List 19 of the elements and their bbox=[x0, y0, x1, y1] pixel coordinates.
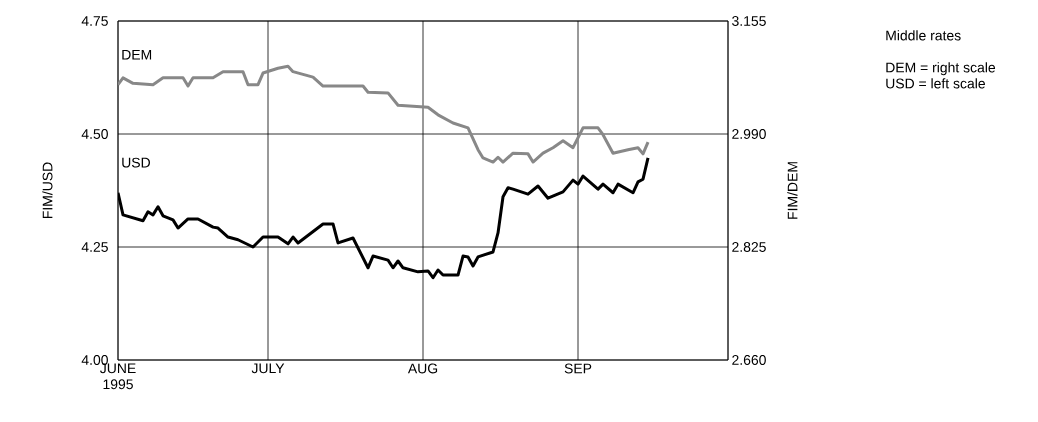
x-tick-label: JULY bbox=[251, 363, 285, 374]
y2-tick-label: 2.990 bbox=[732, 129, 766, 139]
y-tick-label: 4.00 bbox=[81, 355, 108, 365]
y2-tick-label: 3.155 bbox=[732, 16, 766, 26]
y-tick-label: 4.25 bbox=[81, 242, 108, 252]
text: DEM = right scale bbox=[886, 62, 996, 76]
x-tick-label: SEP bbox=[564, 363, 592, 374]
x-tick-label: JUNE 1995 bbox=[100, 363, 136, 390]
y-axis-title: FIM/USD bbox=[42, 162, 53, 219]
y-tick-label: 4.75 bbox=[81, 16, 108, 26]
y2-axis-title: FIM/DEM bbox=[787, 162, 798, 219]
text: USD = left scale bbox=[886, 78, 985, 89]
y-tick-label: 4.50 bbox=[81, 129, 108, 139]
x-tick-label: AUG bbox=[407, 363, 438, 374]
series-label: USD bbox=[122, 157, 150, 168]
y2-tick-label: 2.825 bbox=[732, 242, 766, 252]
text: Middle rates bbox=[886, 30, 961, 41]
series-label: DEM bbox=[122, 49, 152, 60]
y2-tick-label: 2.660 bbox=[732, 355, 766, 365]
